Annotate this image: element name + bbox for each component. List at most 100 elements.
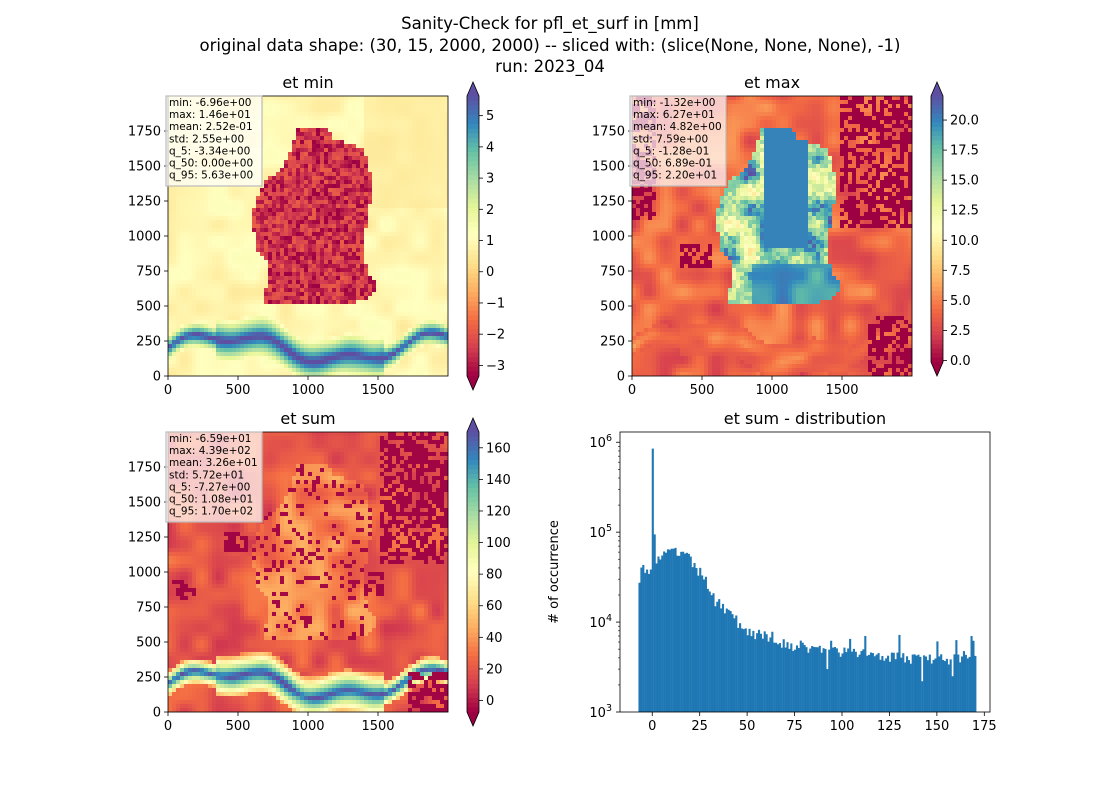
heatmap-cell [220,244,225,249]
heatmap-cell [296,232,301,237]
heatmap-cell [264,280,269,285]
heatmap-cell [312,264,317,269]
heatmap-cell [408,368,413,373]
heatmap-cell [372,340,377,345]
heatmap-cell [252,280,257,285]
heatmap-cell [412,332,417,337]
heatmap-cell [220,260,225,265]
heatmap-cell [340,188,345,193]
heatmap-cell [240,332,245,337]
heatmap-cell [324,244,329,249]
heatmap-cell [340,208,345,213]
heatmap-cell [196,220,201,225]
heatmap-cell [168,336,173,341]
heatmap-cell [244,340,249,345]
heatmap-cell [356,164,361,169]
heatmap-cell [316,152,321,157]
heatmap-cell [336,352,341,357]
heatmap-cell [220,316,225,321]
heatmap-cell [352,188,357,193]
heatmap-cell [284,208,289,213]
heatmap-cell [368,236,373,241]
heatmap-cell [268,160,273,165]
heatmap-cell [344,100,349,105]
heatmap-cell [172,360,177,365]
heatmap-cell [324,144,329,149]
heatmap-cell [396,116,401,121]
heatmap-cell [432,196,437,201]
heatmap-cell [236,292,241,297]
heatmap-cell [200,308,205,313]
heatmap-cell [312,340,317,345]
heatmap-cell [224,372,229,377]
heatmap-cell [424,328,429,333]
heatmap-cell [300,304,305,309]
heatmap-cell [368,368,373,373]
heatmap-cell [228,232,233,237]
heatmap-cell [240,356,245,361]
heatmap-cell [312,212,317,217]
heatmap-cell [384,100,389,105]
heatmap-cell [368,116,373,121]
heatmap-cell [384,188,389,193]
heatmap-cell [324,204,329,209]
heatmap-cell [388,124,393,129]
heatmap-cell [432,208,437,213]
heatmap-cell [296,204,301,209]
heatmap-cell [436,188,441,193]
heatmap-cell [332,244,337,249]
heatmap-cell [192,320,197,325]
heatmap-cell [380,344,385,349]
heatmap-cell [336,140,341,145]
heatmap-cell [252,236,257,241]
heatmap-cell [436,204,441,209]
heatmap-cell [244,196,249,201]
heatmap-cell [264,284,269,289]
heatmap-cell [292,280,297,285]
heatmap-cell [432,300,437,305]
heatmap-cell [424,344,429,349]
heatmap-cell [356,212,361,217]
heatmap-cell [172,236,177,241]
heatmap-cell [228,256,233,261]
heatmap-cell [184,212,189,217]
heatmap-cell [172,260,177,265]
heatmap-cell [340,296,345,301]
heatmap-cell [440,200,445,205]
heatmap-cell [288,192,293,197]
heatmap-cell [312,232,317,237]
heatmap-cell [348,252,353,257]
heatmap-cell [296,132,301,137]
heatmap-cell [396,164,401,169]
heatmap-cell [436,120,441,125]
heatmap-cell [292,120,297,125]
heatmap-cell [308,260,313,265]
heatmap-cell [320,128,325,133]
heatmap-cell [412,336,417,341]
heatmap-cell [392,156,397,161]
heatmap-cell [252,288,257,293]
heatmap-cell [412,136,417,141]
heatmap-cell [192,308,197,313]
heatmap-cell [232,236,237,241]
heatmap-cell [396,340,401,345]
heatmap-cell [224,204,229,209]
heatmap-cell [328,340,333,345]
heatmap-cell [372,220,377,225]
heatmap-cell [176,280,181,285]
heatmap-cell [340,312,345,317]
heatmap-cell [240,240,245,245]
heatmap-cell [388,236,393,241]
heatmap-cell [244,228,249,233]
heatmap-cell [280,280,285,285]
heatmap-cell [192,224,197,229]
heatmap-cell [404,252,409,257]
heatmap-cell [308,128,313,133]
heatmap-cell [412,216,417,221]
heatmap-cell [292,168,297,173]
heatmap-cell [364,276,369,281]
heatmap-cell [392,320,397,325]
heatmap-cell [392,284,397,289]
heatmap-cell [384,344,389,349]
heatmap-cell [216,360,221,365]
